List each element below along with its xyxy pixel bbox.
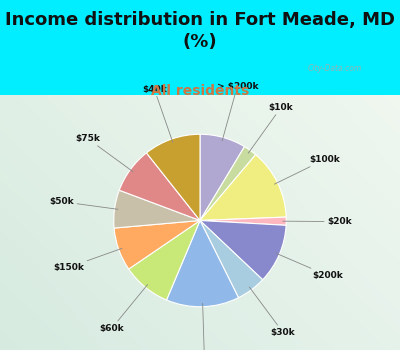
Text: > $200k: > $200k (216, 82, 258, 141)
Wedge shape (114, 190, 200, 228)
Wedge shape (200, 220, 286, 280)
Wedge shape (200, 217, 286, 225)
Wedge shape (114, 220, 200, 269)
Wedge shape (166, 220, 238, 307)
Text: $20k: $20k (283, 217, 352, 226)
Text: $75k: $75k (75, 134, 133, 172)
Text: $40k: $40k (142, 85, 173, 142)
Wedge shape (200, 147, 256, 220)
Text: $200k: $200k (276, 253, 343, 280)
Wedge shape (119, 153, 200, 220)
Wedge shape (146, 134, 200, 220)
Wedge shape (129, 220, 200, 300)
Text: Income distribution in Fort Meade, MD
(%): Income distribution in Fort Meade, MD (%… (5, 10, 395, 51)
Text: $100k: $100k (274, 155, 340, 184)
Wedge shape (200, 155, 286, 220)
Wedge shape (200, 220, 263, 298)
Text: $150k: $150k (54, 248, 122, 272)
Text: City-Data.com: City-Data.com (308, 64, 362, 73)
Text: All residents: All residents (151, 84, 249, 98)
Text: $50k: $50k (50, 197, 118, 209)
Text: $60k: $60k (100, 285, 148, 333)
Text: $30k: $30k (249, 287, 295, 337)
Text: $125k: $125k (189, 303, 220, 350)
Wedge shape (200, 134, 244, 220)
Text: $10k: $10k (248, 103, 293, 153)
